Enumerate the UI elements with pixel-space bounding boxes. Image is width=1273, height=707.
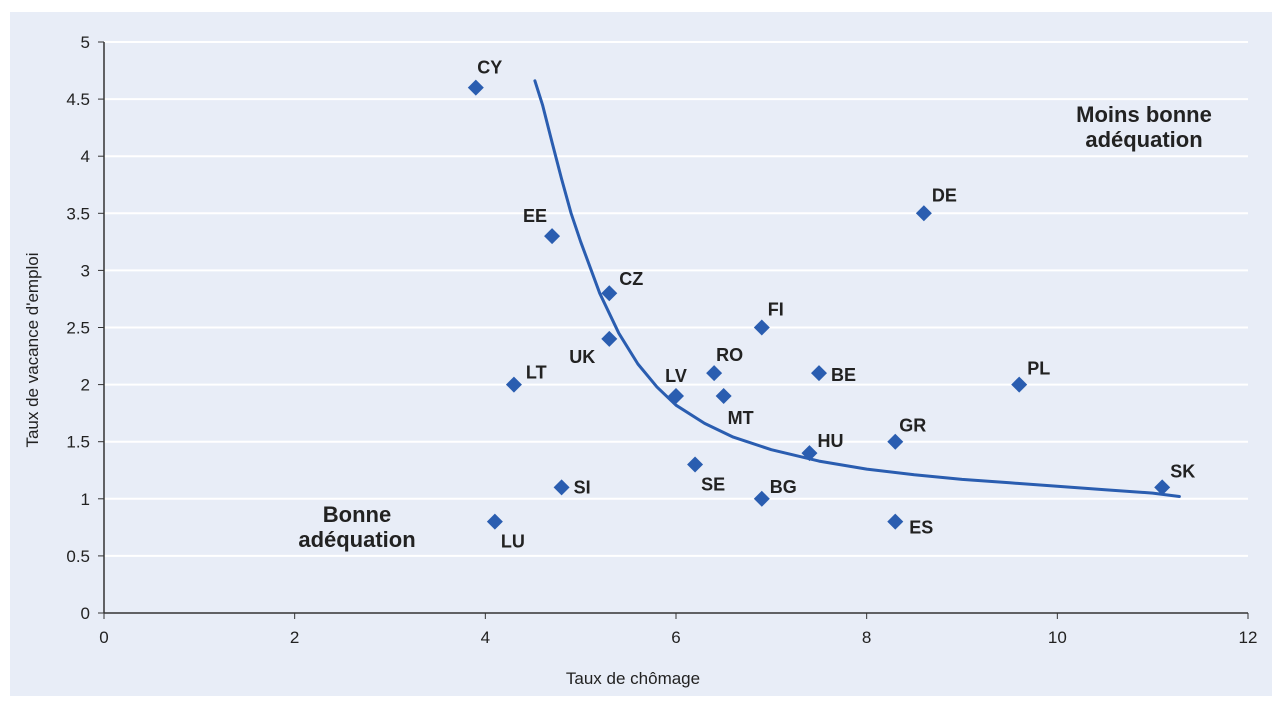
point-sk [1154,479,1171,496]
point-label-es: ES [909,518,933,538]
x-tick-label: 8 [862,628,871,647]
x-tick-label: 6 [671,628,680,647]
point-pl [1011,376,1028,393]
point-label-ro: RO [716,345,743,365]
annotation-bonne-adequation: adéquation [298,527,415,552]
annotation-moins-bonne-adequation: Moins bonne [1076,102,1212,127]
point-es [887,513,904,530]
point-uk [601,330,618,347]
point-label-hu: HU [817,431,843,451]
point-lt [505,376,522,393]
y-tick-label: 0 [81,604,90,623]
point-label-lt: LT [526,363,547,383]
point-hu [801,445,818,462]
point-mt [715,388,732,405]
point-ee [544,228,561,245]
y-tick-label: 0.5 [66,547,90,566]
point-gr [887,433,904,450]
annotation-bonne-adequation: Bonne [323,502,391,527]
x-axis-label: Taux de chômage [566,669,700,688]
point-bg [753,490,770,507]
y-tick-label: 3.5 [66,204,90,223]
point-label-bg: BG [770,477,797,497]
point-be [811,365,827,382]
point-label-lv: LV [665,366,687,386]
point-lu [486,513,503,530]
point-fi [753,319,770,336]
point-label-fi: FI [768,300,784,320]
point-label-si: SI [574,477,591,497]
point-label-lu: LU [501,532,525,552]
point-label-pl: PL [1027,359,1050,379]
point-se [687,456,704,473]
x-tick-label: 2 [290,628,299,647]
trend-curve [533,79,1181,498]
y-axis-label: Taux de vacance d'emploi [23,252,42,447]
point-label-mt: MT [728,408,754,428]
point-labels: CY EE CZ UK LT SI LU LV RO MT SE FI BG BE HU DE GR ES PL SK [477,58,1195,552]
annotation-moins-bonne-adequation: adéquation [1085,127,1202,152]
x-tick-label: 4 [481,628,490,647]
y-tick-labels: 0 0.5 1 1.5 2 2.5 3 3.5 4 4.5 5 [66,33,104,623]
trend-curve-group [533,79,1181,498]
y-tick-label: 2.5 [66,319,90,338]
point-ro [706,365,723,382]
point-label-de: DE [932,185,957,205]
point-label-sk: SK [1170,461,1195,481]
y-tick-label: 1.5 [66,433,90,452]
y-tick-label: 4 [81,147,90,166]
point-label-be: BE [831,365,856,385]
y-tick-label: 4.5 [66,90,90,109]
data-points [467,79,1171,530]
point-label-ee: EE [523,206,547,226]
point-label-cz: CZ [619,269,643,289]
y-tick-label: 1 [81,490,90,509]
point-label-se: SE [701,475,725,495]
x-tick-label: 12 [1239,628,1258,647]
y-tick-label: 5 [81,33,90,52]
x-tick-label: 10 [1048,628,1067,647]
point-label-gr: GR [899,416,926,436]
point-cy [467,79,484,96]
point-si [553,479,570,496]
y-tick-label: 3 [81,261,90,280]
grid-lines [104,41,1248,613]
point-label-cy: CY [477,58,502,78]
point-de [915,205,932,222]
x-tick-labels: 0 2 4 6 8 10 12 [99,613,1257,647]
point-label-uk: UK [569,347,595,367]
y-tick-label: 2 [81,376,90,395]
x-tick-label: 0 [99,628,108,647]
point-cz [601,285,618,302]
point-lv [668,388,684,405]
